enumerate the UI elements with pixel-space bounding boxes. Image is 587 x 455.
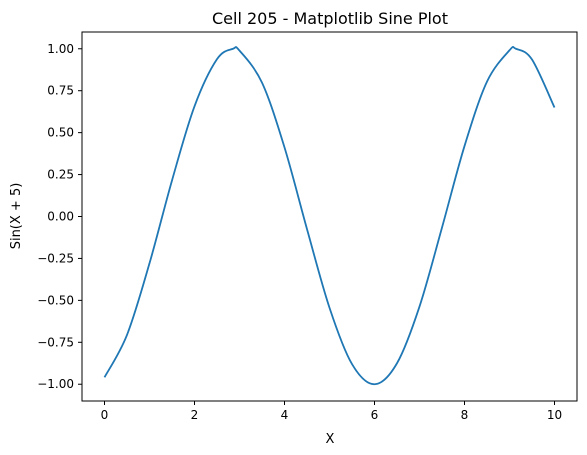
- x-axis-label: X: [326, 432, 335, 447]
- y-tick-label: −0.50: [37, 293, 74, 307]
- x-axis: 0 2 4 6 8 10: [101, 401, 562, 422]
- x-tick-label: 2: [191, 408, 199, 422]
- y-tick-label: 0.75: [47, 84, 74, 98]
- y-tick-label: 0.00: [47, 210, 74, 224]
- y-tick-label: −0.75: [37, 335, 74, 349]
- y-tick-label: −1.00: [37, 377, 74, 391]
- y-tick-label: 1.00: [47, 42, 74, 56]
- plot-area: [81, 31, 578, 402]
- x-tick-label: 8: [461, 408, 469, 422]
- x-tick-label: 10: [547, 408, 562, 422]
- y-tick-label: −0.25: [37, 251, 74, 265]
- y-axis: −1.00 −0.75 −0.50 −0.25 0.00 0.25 0.50 0.75 1.00: [37, 42, 82, 391]
- x-tick-label: 4: [281, 408, 289, 422]
- y-tick-label: 0.50: [47, 126, 74, 140]
- y-axis-label: Sin(X + 5): [9, 183, 24, 250]
- y-tick-label: 0.25: [47, 168, 74, 182]
- x-tick-label: 0: [101, 408, 109, 422]
- x-tick-label: 6: [371, 408, 379, 422]
- chart-title: Cell 205 - Matplotlib Sine Plot: [212, 9, 448, 28]
- series-line: [103, 45, 556, 386]
